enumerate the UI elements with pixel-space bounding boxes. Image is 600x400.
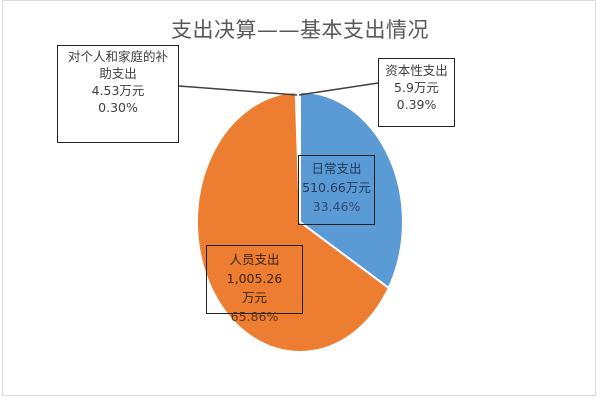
label-daily-percent: 33.46% [312, 199, 361, 214]
label-subsidy-percent: 0.30% [98, 100, 138, 115]
label-subsidy-value: 4.53万元 [91, 83, 145, 98]
label-capital-value: 5.9万元 [394, 80, 439, 95]
data-label-capital: 资本性支出 5.9万元 0.39% [378, 58, 455, 127]
leader-line-capital [298, 82, 379, 96]
label-subsidy-name-2: 助支出 [99, 66, 137, 81]
label-daily-name: 日常支出 [311, 161, 362, 176]
data-label-subsidy: 对个人和家庭的补 助支出 4.53万元 0.30% [57, 45, 179, 143]
data-label-personnel: 人员支出1,005.26 万元 65.86% [206, 245, 303, 324]
pie-slice-personnel[interactable] [195, 91, 390, 353]
label-personnel-percent: 65.86% [230, 309, 279, 324]
data-label-daily: 日常支出 510.66万元 33.46% [298, 155, 375, 225]
leader-line-subsidy [178, 85, 298, 96]
pie-slice-daily[interactable] [299, 90, 404, 290]
label-subsidy-name-1: 对个人和家庭的补 [67, 49, 168, 64]
label-capital-name: 资本性支出 [385, 63, 448, 78]
label-daily-value: 510.66万元 [302, 180, 371, 195]
label-personnel-unit: 万元 [241, 290, 267, 305]
label-capital-percent: 0.39% [396, 97, 437, 112]
label-personnel-name: 人员支出1,005.26 [226, 252, 283, 286]
chart-title: 支出决算——基本支出情况 [171, 18, 429, 42]
